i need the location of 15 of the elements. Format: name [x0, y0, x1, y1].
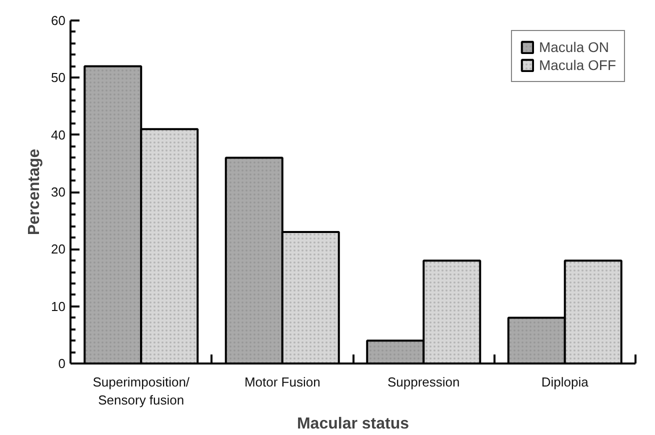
x-tick-label: Suppression [387, 374, 460, 390]
y-tick-label: 30 [51, 184, 66, 200]
x-tick-label: Superimposition/ Sensory fusion [92, 374, 190, 408]
x-tick-label: Motor Fusion [244, 374, 320, 390]
legend-label: Macula ON [538, 39, 610, 55]
y-tick-label: 50 [51, 70, 66, 86]
x-tick-label: Diplopia [541, 374, 590, 390]
y-tick-label: 60 [51, 13, 66, 28]
y-tick-label: 40 [51, 127, 66, 142]
y-tick-label: 10 [51, 298, 66, 314]
y-axis-title: Percentage [26, 148, 44, 236]
y-tick-label: 20 [51, 242, 66, 257]
y-tick-label: 0 [58, 356, 66, 371]
legend-label: Macula OFF [538, 57, 616, 73]
x-axis-title: Macular status [296, 416, 410, 432]
